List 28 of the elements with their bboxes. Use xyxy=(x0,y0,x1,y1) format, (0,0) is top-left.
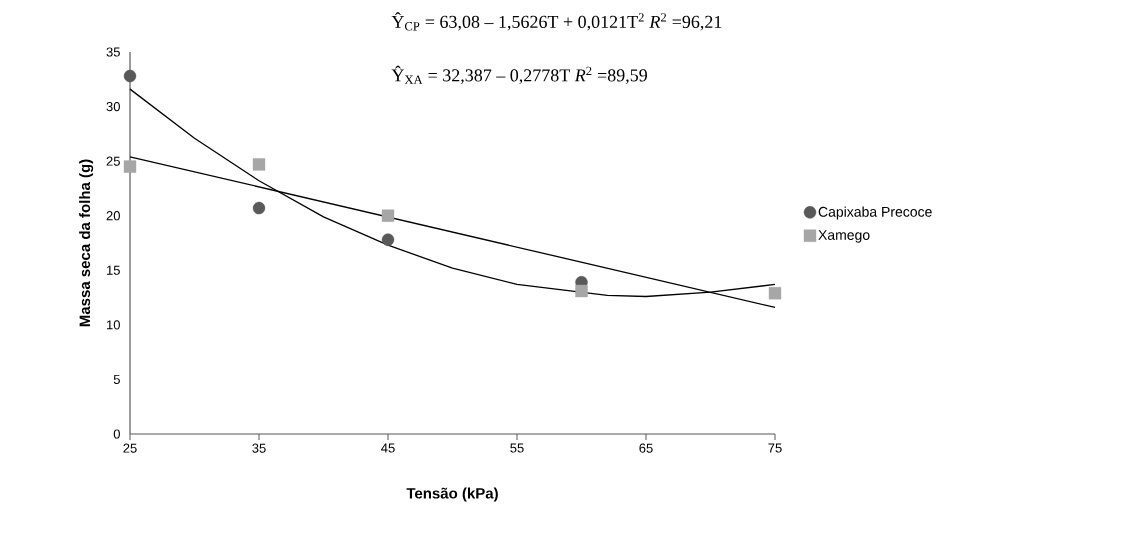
y-tick-label: 30 xyxy=(106,101,120,112)
x-tick-label: 35 xyxy=(252,443,266,453)
legend-label: Xamego xyxy=(818,230,870,243)
annotation: Ŷ$_{XA}$ = 32,387 – 0,2778T R$^{2}$ =89,59 xyxy=(391,65,647,85)
y-tick-label: 35 xyxy=(106,47,120,57)
y-tick-label: 25 xyxy=(106,156,120,166)
point xyxy=(123,69,137,83)
x-tick-label: 55 xyxy=(510,443,524,453)
y-tick-label: 20 xyxy=(106,211,120,221)
legend-label: Capixaba Precoce xyxy=(818,206,932,220)
x-axis-title: Tensão (kPa) xyxy=(406,487,498,502)
point xyxy=(252,158,266,171)
point xyxy=(768,287,782,300)
x-tick-label: 75 xyxy=(768,443,782,453)
point xyxy=(252,201,266,215)
point xyxy=(123,160,137,173)
x-tick-label: 25 xyxy=(123,443,137,453)
point xyxy=(575,284,588,298)
x-tick-label: 65 xyxy=(639,443,653,453)
point xyxy=(381,233,395,246)
y-tick-label: 15 xyxy=(107,265,120,275)
y-axis-title: Massa seca da folha (g) xyxy=(79,159,94,327)
x-tick-label: 45 xyxy=(381,443,395,453)
point xyxy=(381,209,395,222)
text: Ŷ$_{CP}$ = 63,08 – 1,5626T + 0,0121T$^{2}$ R$^{2}$ =96,21 xyxy=(391,12,722,31)
y-tick-label: 5 xyxy=(113,374,120,384)
y-tick-label: 10 xyxy=(107,320,120,330)
y-tick-label: 0 xyxy=(113,429,120,439)
